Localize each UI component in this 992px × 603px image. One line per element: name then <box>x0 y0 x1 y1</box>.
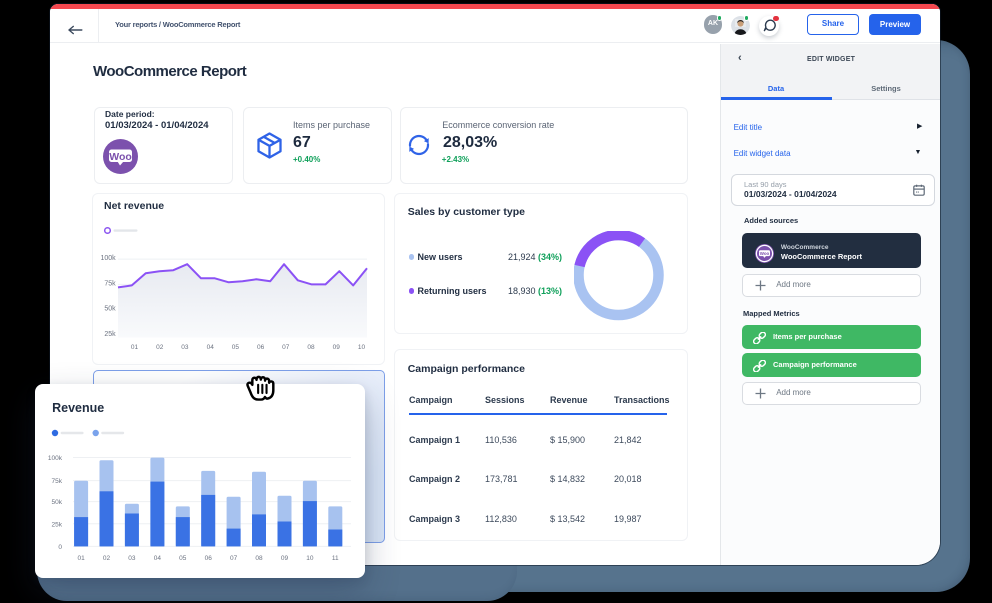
svg-text:75k: 75k <box>104 280 116 287</box>
svg-text:07: 07 <box>230 555 238 562</box>
svg-text:03: 03 <box>128 555 136 562</box>
svg-text:06: 06 <box>257 344 265 351</box>
svg-text:02: 02 <box>156 344 164 351</box>
svg-text:01: 01 <box>131 344 139 351</box>
svg-text:0: 0 <box>58 544 62 551</box>
svg-text:02: 02 <box>103 555 111 562</box>
svg-text:06: 06 <box>205 555 213 562</box>
svg-text:04: 04 <box>154 555 162 562</box>
svg-text:08: 08 <box>255 555 263 562</box>
svg-text:07: 07 <box>282 344 290 351</box>
svg-text:01: 01 <box>77 555 85 562</box>
svg-text:100k: 100k <box>48 455 63 462</box>
svg-text:10: 10 <box>358 344 366 351</box>
svg-text:Woo: Woo <box>109 151 132 163</box>
svg-text:10: 10 <box>306 555 314 562</box>
svg-text:09: 09 <box>333 344 341 351</box>
svg-text:05: 05 <box>232 344 240 351</box>
svg-text:05: 05 <box>179 555 187 562</box>
svg-text:50k: 50k <box>52 499 63 506</box>
svg-text:04: 04 <box>207 344 215 351</box>
svg-text:75k: 75k <box>52 478 63 485</box>
svg-text:09: 09 <box>281 555 289 562</box>
svg-text:Woo: Woo <box>760 251 770 256</box>
svg-text:100k: 100k <box>101 255 117 262</box>
svg-text:03: 03 <box>181 344 189 351</box>
svg-text:25k: 25k <box>52 521 63 528</box>
svg-text:08: 08 <box>307 344 315 351</box>
svg-text:11: 11 <box>332 555 339 562</box>
svg-text:25k: 25k <box>104 331 116 338</box>
svg-text:50k: 50k <box>104 306 116 313</box>
